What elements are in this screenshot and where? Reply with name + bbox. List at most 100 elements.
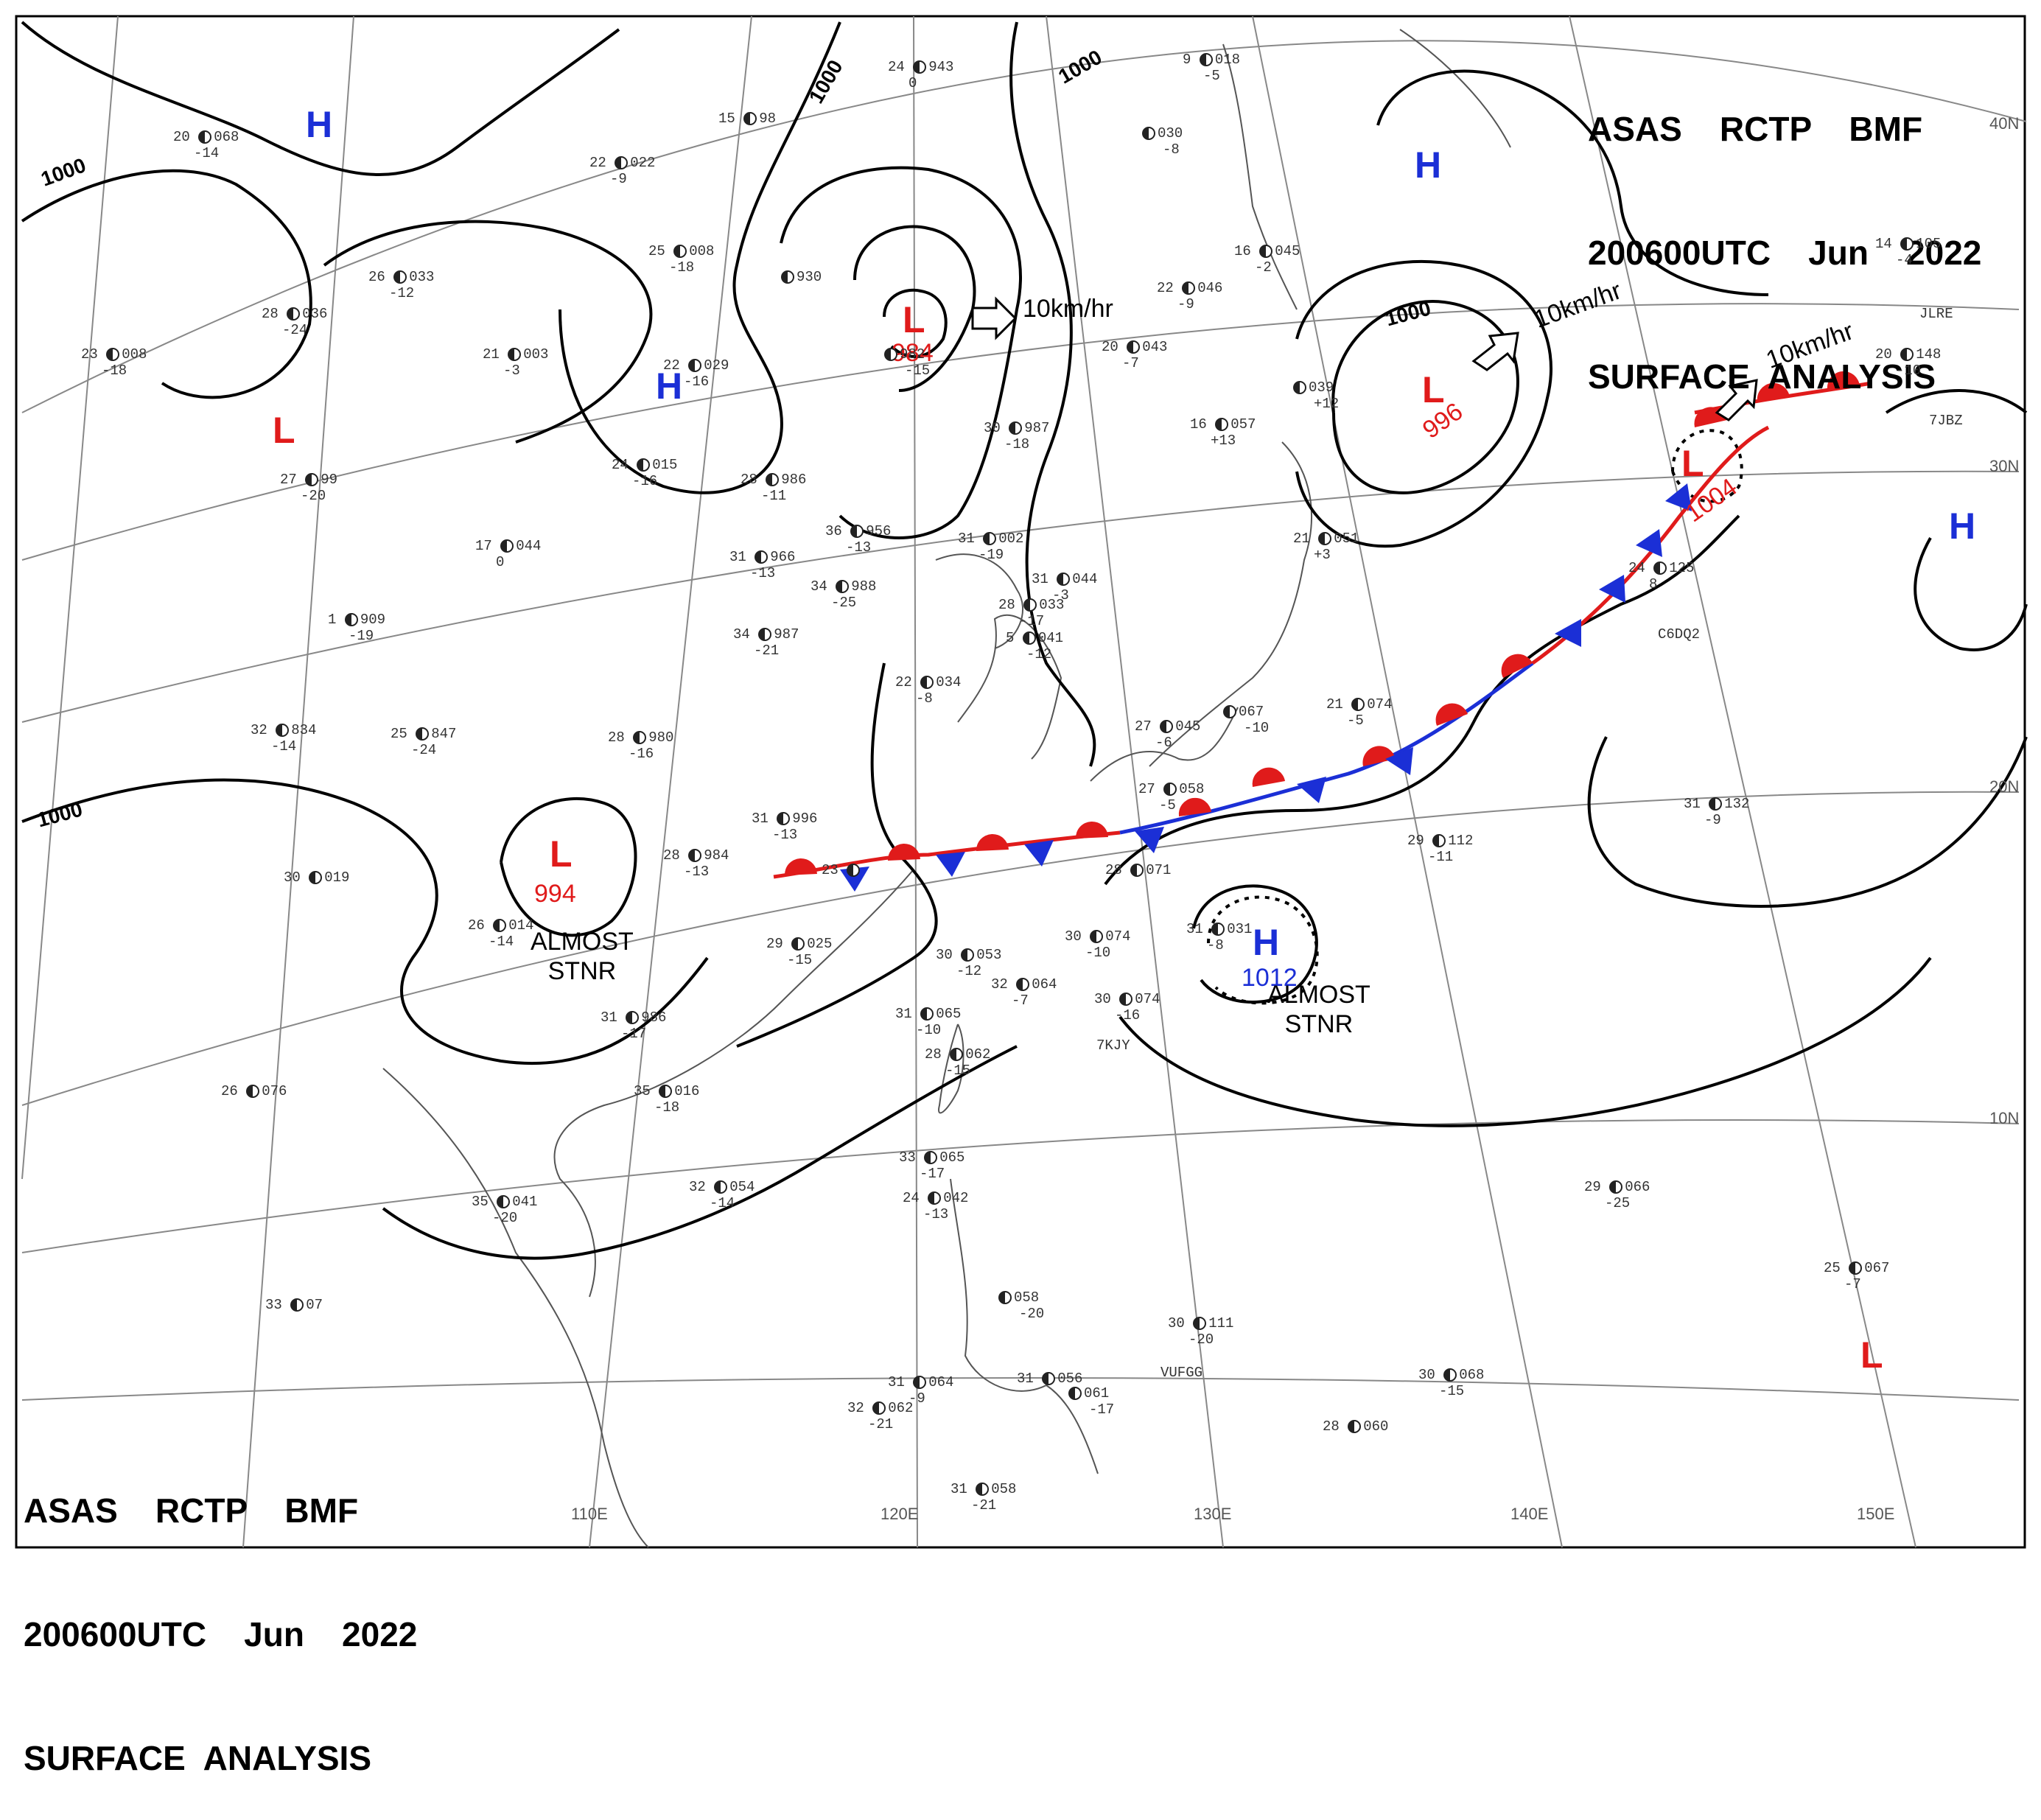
station-pressure: 016: [674, 1083, 700, 1099]
station-temp: 22: [1157, 280, 1174, 296]
station-tendency: +13: [1211, 433, 1236, 449]
station-temp: 28: [608, 729, 625, 746]
station-tendency: -12: [956, 963, 982, 979]
station-pressure: 036: [302, 306, 328, 322]
front-segment: [773, 830, 1121, 879]
station-pressure: 058: [1179, 781, 1205, 797]
station-temp: 20: [173, 129, 190, 145]
station-pressure: 062: [965, 1046, 991, 1063]
station-plot: 31 132 -9: [1684, 796, 1749, 828]
low-pressure-value: 984: [892, 339, 934, 367]
station-tendency: -16: [629, 746, 654, 762]
station-temp: 27: [280, 472, 297, 488]
warm-front-mark: [1435, 703, 1468, 726]
station-tendency: -16: [632, 473, 658, 489]
station-pressure: 068: [214, 129, 239, 145]
station-plot: 31 996 -13: [752, 811, 817, 843]
station-circle-icon: [508, 347, 522, 361]
station-circle-icon: [1318, 531, 1332, 545]
graticule-lon-140e: [1252, 15, 1563, 1548]
station-plot: 29 025 -15: [766, 936, 832, 968]
station-tendency: -17: [621, 1026, 647, 1042]
station-plot: 35 041 -20: [472, 1194, 537, 1226]
station-temp: 31: [752, 811, 769, 827]
station-temp: 23: [822, 862, 839, 878]
header-top-line2: 200600UTC Jun 2022: [1588, 234, 1982, 272]
station-plot: 33 065 -17: [899, 1149, 965, 1182]
station-pressure: 966: [770, 549, 796, 565]
station-temp: 21: [483, 346, 500, 363]
station-circle-icon: [344, 612, 358, 626]
graticule-lon-130e: [1046, 15, 1224, 1548]
high-pressure-center: H: [1253, 922, 1280, 963]
station-tendency: -24: [282, 322, 308, 338]
station-temp: 32: [689, 1179, 706, 1195]
station-plot: 20 148 -10: [1875, 346, 1941, 379]
station-plot: 24 943 0: [888, 59, 953, 91]
almost-stationary-note: ALMOST STNR: [1267, 981, 1370, 1038]
station-tendency: -10: [1085, 945, 1111, 961]
station-temp: 21: [1326, 696, 1343, 713]
station-pressure: 909: [360, 612, 386, 628]
station-tendency: -5: [1203, 68, 1220, 84]
station-plot: 930: [781, 269, 822, 301]
station-tendency: +12: [1314, 396, 1340, 412]
isobar-subtropical-bottom: [1118, 956, 1932, 1127]
station-circle-icon: [1022, 631, 1036, 645]
isobar-east-high: [1885, 389, 2028, 414]
station-tendency: -17: [1019, 613, 1045, 629]
station-tendency: -18: [654, 1099, 680, 1116]
station-plot: 30 074 -16: [1094, 991, 1160, 1023]
station-pressure: 008: [122, 346, 147, 363]
station-tendency: -15: [905, 363, 931, 379]
station-plot: 31 065 -10: [895, 1006, 961, 1038]
warm-front-mark: [1362, 746, 1396, 766]
station-temp: 34: [733, 626, 750, 643]
coast-china: [553, 869, 914, 1298]
station-circle-icon: [884, 347, 897, 361]
station-tendency: -17: [920, 1166, 945, 1182]
ship-callsign: 7KJY: [1096, 1037, 1130, 1054]
header-top-line3: SURFACE ANALYSIS: [1588, 357, 1936, 396]
station-tendency: -4: [1896, 252, 1913, 268]
lat-label: 40N: [1989, 114, 2020, 133]
graticule: [21, 15, 2027, 1548]
station-plot: 16 057 +13: [1190, 416, 1256, 449]
station-tendency: [265, 1313, 286, 1329]
station-circle-icon: [1348, 1419, 1362, 1433]
station-pressure: 064: [928, 1374, 954, 1390]
station-circle-icon: [950, 1047, 964, 1061]
station-tendency: -5: [1347, 713, 1364, 729]
station-circle-icon: [920, 675, 934, 689]
station-tendency: -21: [754, 643, 780, 659]
station-temp: 28: [925, 1046, 942, 1063]
station-tendency: -25: [1605, 1195, 1631, 1211]
graticule-lon-105e: [242, 15, 354, 1548]
station-pressure: 986: [781, 472, 807, 488]
cold-front-mark: [1636, 529, 1662, 557]
station-pressure: 030: [1158, 125, 1183, 141]
station-temp: 34: [811, 578, 827, 595]
station-tendency: +3: [1314, 547, 1331, 563]
station-plot: 28 062 -15: [925, 1046, 990, 1079]
station-pressure: 834: [291, 722, 317, 738]
station-temp: 27: [1135, 718, 1152, 735]
station-pressure: 984: [704, 847, 729, 864]
motion-arrow: [1715, 379, 1758, 421]
ship-callsign: C6DQ2: [1658, 626, 1701, 643]
station-pressure: 003: [523, 346, 549, 363]
station-plot: 27 045 -6: [1135, 718, 1200, 751]
station-tendency: -19: [979, 547, 1004, 563]
station-temp: 30: [984, 420, 1001, 436]
warm-front-mark: [784, 858, 817, 875]
station-plot: 33 07: [265, 1297, 323, 1329]
station-tendency: -14: [710, 1195, 735, 1211]
station-plot: 28 033 -17: [998, 597, 1064, 629]
low-pressure-center: L: [1422, 369, 1445, 410]
station-tendency: -6: [1155, 735, 1172, 751]
station-circle-icon: [1432, 833, 1446, 847]
station-tendency: -20: [492, 1210, 518, 1226]
station-plot: 22 034 -8: [895, 674, 961, 707]
coast-japan: [1149, 441, 1312, 767]
station-tendency: [781, 285, 802, 301]
